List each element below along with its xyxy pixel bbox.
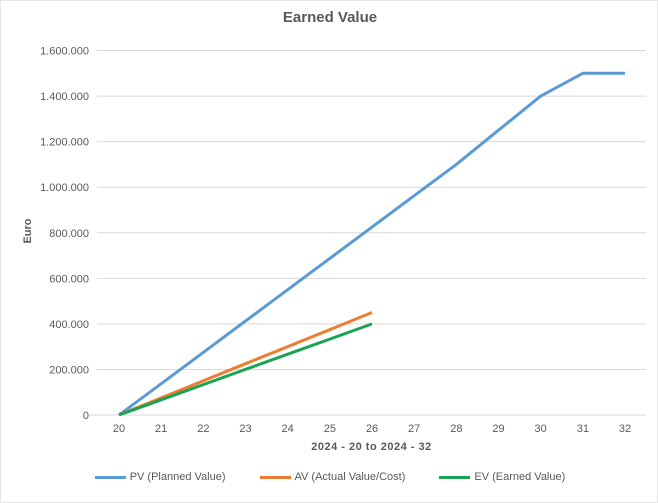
x-tick-label: 30	[535, 423, 547, 435]
y-tick-label: 1.600.000	[40, 46, 89, 58]
x-tick-label: 32	[619, 423, 631, 435]
x-tick-label: 20	[113, 423, 125, 435]
x-tick-label: 28	[450, 423, 462, 435]
legend-item-av[interactable]: AV (Actual Value/Cost)	[259, 471, 406, 483]
x-tick-label: 24	[282, 423, 294, 435]
x-axis-title: 2024 - 20 to 2024 - 32	[311, 441, 432, 453]
x-tick-label: 23	[239, 423, 251, 435]
legend-item-ev[interactable]: EV (Earned Value)	[439, 471, 565, 483]
legend-item-pv[interactable]: PV (Planned Value)	[94, 471, 226, 483]
y-tick-label: 400.000	[49, 319, 89, 331]
legend-line-sample-pv	[94, 475, 126, 479]
x-tick-label: 29	[492, 423, 504, 435]
y-tick-label: 1.200.000	[40, 137, 89, 149]
legend-label-ev: EV (Earned Value)	[474, 471, 566, 483]
y-tick-label: 600.000	[49, 273, 89, 285]
x-tick-label: 27	[408, 423, 420, 435]
y-tick-label: 0	[83, 410, 89, 422]
x-tick-label: 22	[197, 423, 209, 435]
series-line-ev	[118, 322, 373, 417]
x-tick-label: 31	[577, 423, 589, 435]
x-tick-label: 26	[366, 423, 378, 435]
y-tick-label: 800.000	[49, 228, 89, 240]
y-tick-label: 1.400.000	[40, 91, 89, 103]
x-tick-label: 25	[324, 423, 336, 435]
legend-label-av: AV (Actual Value/Cost)	[294, 471, 406, 483]
legend: PV (Planned Value) AV (Actual Value/Cost)…	[1, 471, 657, 483]
legend-label-pv: PV (Planned Value)	[129, 471, 226, 483]
series-line-pv	[118, 71, 625, 417]
chart-title: Earned Value	[282, 9, 378, 26]
legend-line-sample-ev	[439, 475, 471, 479]
y-tick-label: 1.000.000	[40, 182, 89, 194]
x-tick-label: 21	[155, 423, 167, 435]
y-tick-label: 200.000	[49, 364, 89, 376]
legend-line-sample-av	[259, 475, 291, 479]
series-line-av	[118, 311, 373, 417]
